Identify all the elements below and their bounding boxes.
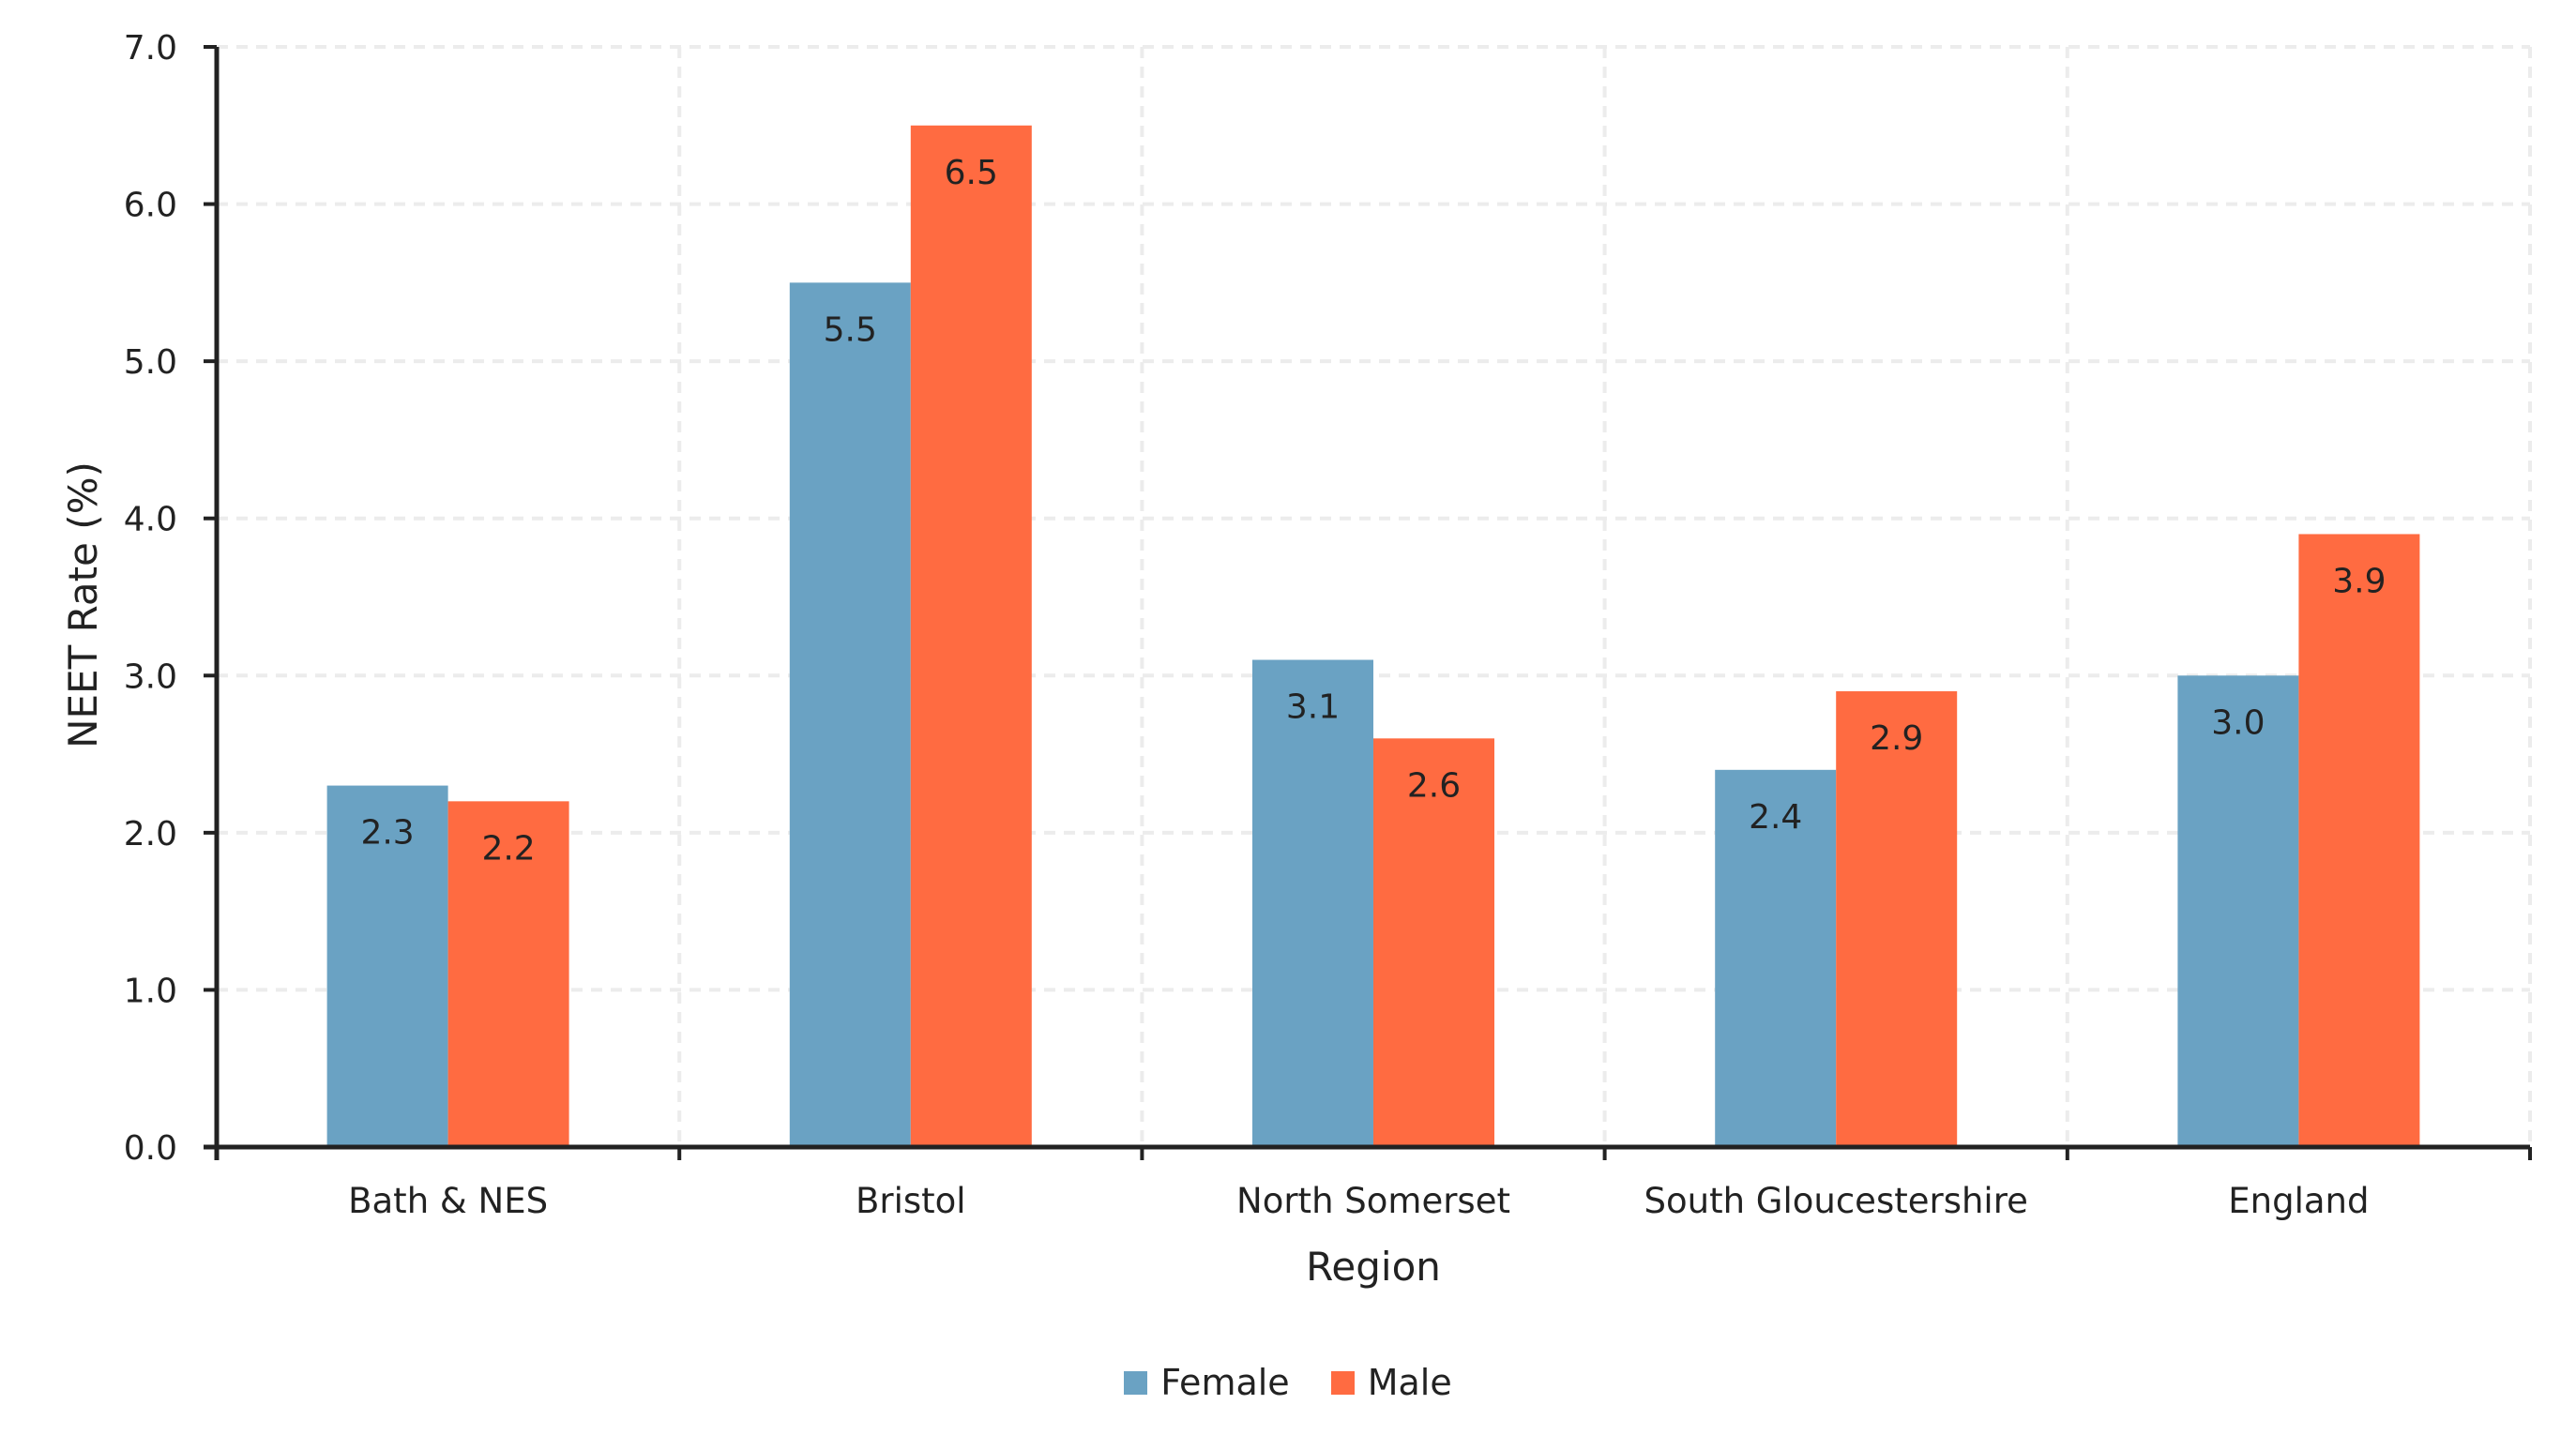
bar-male[interactable] <box>1836 691 1958 1147</box>
bar-male[interactable] <box>910 125 1032 1147</box>
bar-value-label: 3.0 <box>2211 703 2265 742</box>
y-tick-label: 1.0 <box>124 972 177 1010</box>
bar-value-label: 2.6 <box>1407 766 1461 805</box>
x-tick-label: South Gloucestershire <box>1644 1181 2028 1221</box>
bar-value-labels: 2.3 2.2 5.5 6.5 3.1 2.6 2.4 2.9 3.0 3.9 <box>360 154 2386 868</box>
y-tick-label: 3.0 <box>124 657 177 696</box>
legend-item-male[interactable]: Male <box>1330 1362 1452 1403</box>
y-tick-label: 5.0 <box>124 343 177 382</box>
male-swatch-icon <box>1330 1370 1355 1395</box>
legend-label-male: Male <box>1367 1362 1452 1403</box>
y-tick-label: 6.0 <box>124 187 177 225</box>
x-tick-label: North Somerset <box>1236 1181 1510 1221</box>
x-tick-label: Bath & NES <box>348 1181 548 1221</box>
x-axis-title: Region <box>1306 1244 1441 1290</box>
axes <box>204 47 2530 1160</box>
bar-female[interactable] <box>1252 659 1373 1147</box>
bar-female[interactable] <box>789 282 911 1147</box>
x-tick-label: Bristol <box>856 1181 966 1221</box>
bar-female[interactable] <box>326 785 448 1147</box>
legend-item-female[interactable]: Female <box>1124 1362 1290 1403</box>
x-axis-ticks: Bath & NES Bristol North Somerset South Glo… <box>215 1147 2532 1221</box>
bar-value-label: 2.4 <box>1749 798 1802 837</box>
y-tick-label: 0.0 <box>124 1129 177 1168</box>
legend: Female Male <box>0 1362 2576 1403</box>
bar-value-label: 2.2 <box>481 829 535 868</box>
bar-male[interactable] <box>1373 738 1494 1147</box>
bar-value-label: 6.5 <box>945 154 998 192</box>
y-tick-label: 7.0 <box>124 29 177 68</box>
bars <box>326 125 2420 1147</box>
bar-value-label: 5.5 <box>824 310 877 349</box>
female-swatch-icon <box>1124 1370 1148 1395</box>
bar-female[interactable] <box>2177 675 2299 1147</box>
y-tick-label: 2.0 <box>124 815 177 853</box>
x-tick-label: England <box>2228 1181 2369 1221</box>
bar-value-label: 3.1 <box>1286 688 1340 727</box>
legend-label-female: Female <box>1160 1362 1290 1403</box>
gridlines <box>217 45 2532 1147</box>
bar-value-label: 3.9 <box>2332 562 2386 600</box>
bar-male[interactable] <box>2298 534 2420 1147</box>
bar-male[interactable] <box>447 801 569 1147</box>
y-axis-ticks: 0.0 1.0 2.0 3.0 4.0 5.0 6.0 7.0 <box>124 29 217 1168</box>
bar-value-label: 2.3 <box>360 814 414 853</box>
bar-female[interactable] <box>1715 769 1837 1147</box>
y-tick-label: 4.0 <box>124 501 177 539</box>
bar-value-label: 2.9 <box>1870 719 1923 758</box>
y-axis-title: NEET Rate (%) <box>60 461 106 748</box>
